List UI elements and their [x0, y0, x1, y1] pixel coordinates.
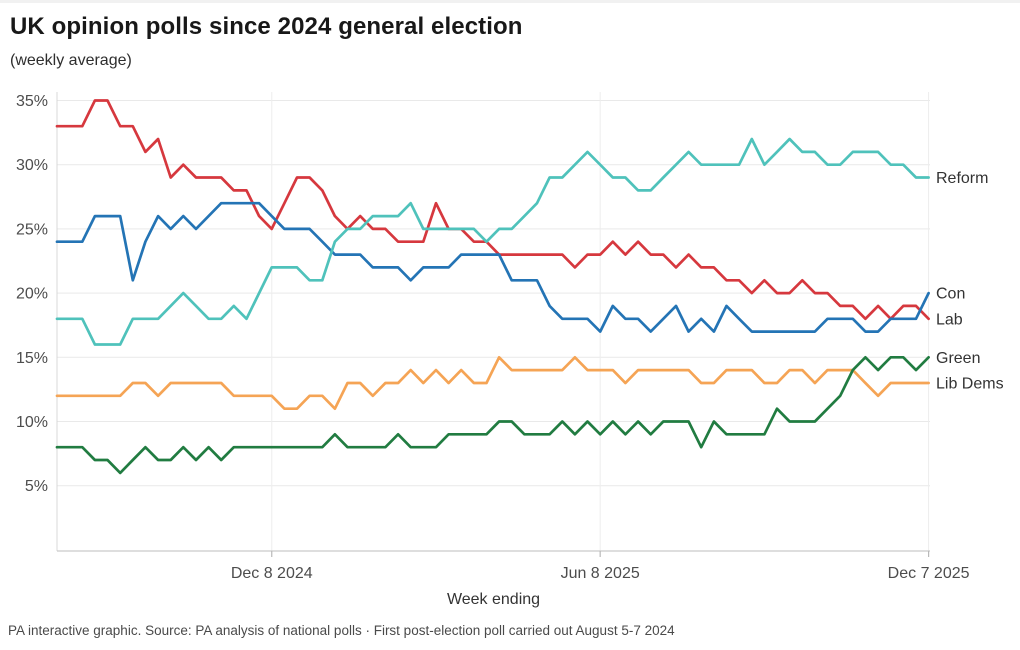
series-line-green	[55, 355, 930, 475]
series-end-label-lib-dems: Lib Dems	[936, 375, 1004, 392]
series-end-label-lab: Lab	[936, 311, 963, 328]
x-tick-label: Dec 8 2024	[231, 565, 313, 582]
y-tick-label: 25%	[16, 221, 48, 238]
series-line-con	[55, 201, 930, 333]
y-tick-label: 10%	[16, 414, 48, 431]
top-border-strip	[0, 0, 1020, 3]
series-end-label-con: Con	[936, 286, 965, 303]
source-note: PA interactive graphic. Source: PA analy…	[8, 623, 675, 638]
series-line-lib-dems	[55, 355, 930, 411]
series-line-lab	[55, 99, 930, 321]
page-title: UK opinion polls since 2024 general elec…	[10, 13, 523, 40]
x-tick-label: Dec 7 2025	[888, 565, 970, 582]
x-axis-title: Week ending	[447, 591, 540, 608]
y-tick-label: 20%	[16, 286, 48, 303]
series-end-label-reform: Reform	[936, 170, 988, 187]
y-tick-label: 5%	[25, 478, 48, 495]
chart-subtitle: (weekly average)	[10, 52, 132, 69]
x-tick-label: Jun 8 2025	[561, 565, 640, 582]
series-end-label-green: Green	[936, 350, 980, 367]
y-tick-label: 30%	[16, 157, 48, 174]
y-tick-label: 35%	[16, 93, 48, 110]
y-tick-label: 15%	[16, 350, 48, 367]
series-line-reform	[55, 137, 930, 346]
